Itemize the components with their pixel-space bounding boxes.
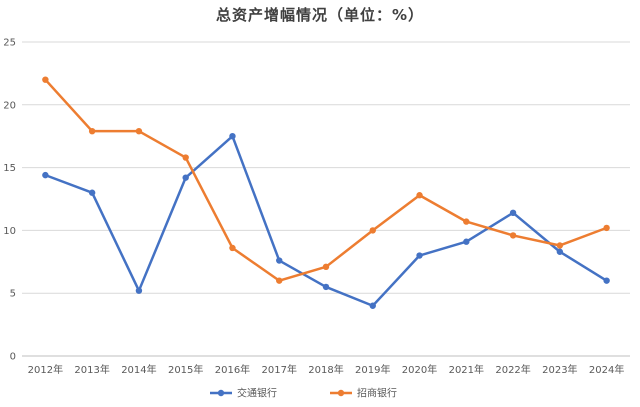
data-point — [229, 133, 236, 140]
legend-swatch-marker — [337, 389, 345, 397]
x-tick-label: 2019年 — [355, 363, 390, 376]
legend-label: 招商银行 — [357, 387, 397, 400]
x-tick-label: 2023年 — [542, 363, 577, 376]
legend-item: 交通银行 — [210, 387, 277, 400]
x-tick-label: 2020年 — [402, 363, 437, 376]
y-tick-label: 0 — [10, 352, 16, 363]
series-layer — [42, 76, 610, 309]
legend-item: 招商银行 — [330, 387, 397, 400]
data-point — [135, 127, 143, 135]
data-point — [603, 277, 610, 284]
y-tick-label: 5 — [10, 289, 16, 300]
x-axis-ticks: 2012年 2013年 2014年 2015年 2016年 2017年 2018年 2019年… — [28, 363, 625, 376]
legend: 交通银行 招商银行 — [210, 387, 397, 400]
gridlines — [22, 41, 630, 357]
series-2 — [42, 76, 610, 284]
data-point — [88, 127, 96, 135]
x-tick-label: 2024年 — [589, 363, 624, 376]
y-tick-label: 10 — [3, 226, 16, 237]
series-line — [44, 134, 608, 308]
x-tick-label: 2017年 — [262, 363, 297, 376]
data-point — [369, 227, 376, 234]
data-point — [509, 232, 517, 239]
y-tick-label: 20 — [3, 100, 16, 111]
y-tick-label: 25 — [3, 38, 16, 49]
data-point — [556, 242, 564, 249]
x-tick-label: 2012年 — [28, 363, 63, 376]
data-point — [369, 302, 376, 309]
y-tick-label: 15 — [3, 163, 16, 174]
data-point — [88, 189, 96, 196]
data-point — [42, 76, 49, 83]
x-tick-label: 2021年 — [449, 363, 484, 376]
series-line — [44, 78, 608, 282]
data-point — [42, 171, 49, 179]
y-axis-ticks: 0 5 10 15 20 25 — [3, 38, 16, 363]
legend-label: 交通银行 — [237, 387, 277, 400]
data-point — [276, 257, 283, 264]
data-point — [182, 174, 189, 181]
data-point — [556, 248, 564, 255]
data-point — [276, 277, 283, 284]
legend-swatch-marker — [217, 389, 225, 397]
data-point — [416, 192, 423, 199]
series-1 — [42, 133, 610, 309]
data-point — [322, 263, 330, 271]
data-point — [135, 287, 143, 294]
data-point — [603, 224, 610, 232]
x-tick-label: 2016年 — [215, 363, 250, 376]
data-point — [229, 244, 236, 252]
x-tick-label: 2015年 — [168, 363, 203, 376]
chart-title: 总资产增幅情况（单位：%） — [215, 6, 425, 24]
x-tick-label: 2018年 — [308, 363, 343, 376]
data-point — [463, 238, 470, 245]
data-point — [416, 252, 423, 259]
data-point — [182, 154, 189, 161]
data-point — [509, 209, 517, 217]
x-tick-label: 2014年 — [121, 363, 156, 376]
x-tick-label: 2022年 — [495, 363, 530, 376]
data-point — [322, 283, 330, 291]
data-point — [463, 218, 470, 225]
x-tick-label: 2013年 — [74, 363, 109, 376]
